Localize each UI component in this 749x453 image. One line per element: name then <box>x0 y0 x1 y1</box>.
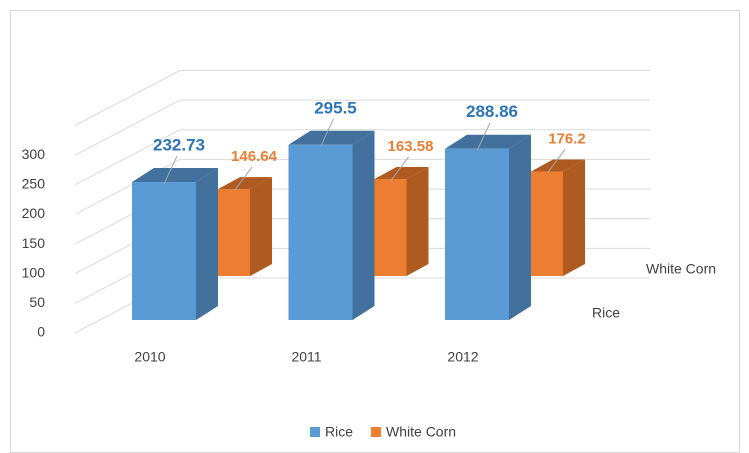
bar <box>374 179 407 276</box>
y-tick-label: 50 <box>29 294 45 310</box>
value-label: 232.73 <box>153 136 205 155</box>
y-tick-label: 150 <box>22 235 46 251</box>
value-label: 176.2 <box>548 131 586 148</box>
bar <box>531 171 563 276</box>
bar-side <box>196 168 218 320</box>
bar-side <box>509 134 531 320</box>
bar <box>288 144 353 320</box>
bar-top <box>374 167 429 180</box>
legend-label: Rice <box>325 424 353 440</box>
legend-swatch <box>310 427 320 437</box>
y-tick-label: 250 <box>22 175 46 191</box>
grid-line <box>74 99 181 156</box>
x-tick-label: 2012 <box>447 349 478 365</box>
y-tick-label: 200 <box>22 205 46 221</box>
bar-top <box>531 159 585 172</box>
x-tick-label: 2010 <box>134 349 165 365</box>
leader-line <box>546 149 566 174</box>
leader-line <box>476 122 491 151</box>
bar-side <box>406 167 429 276</box>
depth-label: Rice <box>592 305 620 321</box>
value-label: 288.86 <box>466 102 518 121</box>
leader-line <box>320 118 334 148</box>
leader-line <box>163 155 178 185</box>
leader-line <box>233 166 253 192</box>
grid-line <box>74 70 181 126</box>
bar-side <box>250 177 272 276</box>
bar-top <box>218 177 272 190</box>
legend-swatch <box>371 427 382 437</box>
bar-top <box>445 134 531 149</box>
bar-side <box>563 159 585 276</box>
value-label: 163.58 <box>388 138 434 155</box>
y-tick-label: 0 <box>37 324 45 340</box>
bar-top <box>288 130 375 145</box>
bar <box>218 189 250 276</box>
y-tick-label: 300 <box>22 146 46 162</box>
bar-top <box>132 168 218 183</box>
depth-label: White Corn <box>646 261 716 277</box>
bar-side <box>352 130 375 320</box>
bar <box>445 148 509 320</box>
grid-line <box>74 129 181 186</box>
leader-line <box>390 156 409 182</box>
y-tick-label: 100 <box>22 264 46 280</box>
value-label: 146.64 <box>231 148 278 165</box>
x-tick-label: 2011 <box>291 349 321 365</box>
value-label: 295.5 <box>314 98 357 117</box>
bar <box>132 182 196 320</box>
legend-label: White Corn <box>386 424 456 440</box>
